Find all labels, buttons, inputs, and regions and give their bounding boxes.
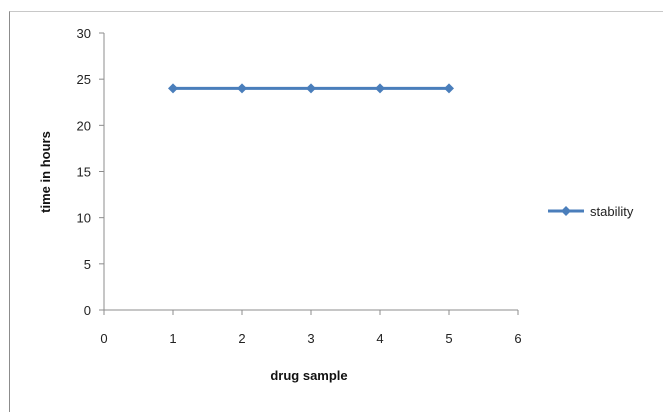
y-tick-label: 20 <box>77 118 91 133</box>
y-axis-title: time in hours <box>38 131 53 213</box>
y-tick-label: 10 <box>77 211 91 226</box>
x-tick-label: 1 <box>169 331 176 346</box>
y-tick-label: 5 <box>84 257 91 272</box>
x-tick-label: 0 <box>100 331 107 346</box>
x-tick-label: 6 <box>514 331 521 346</box>
y-tick-label: 30 <box>77 26 91 41</box>
x-tick-label: 2 <box>238 331 245 346</box>
x-axis-ticks: 0 1 2 3 4 5 6 <box>100 310 522 346</box>
data-point <box>444 83 454 94</box>
legend: stability <box>548 204 634 219</box>
series-layer <box>168 83 454 94</box>
data-point <box>375 83 385 94</box>
line-chart: 0 5 10 15 20 25 30 0 1 2 3 4 5 6 time in hours drug … <box>38 26 634 383</box>
y-tick-label: 15 <box>77 165 91 180</box>
chart-frame <box>9 11 663 412</box>
x-tick-label: 4 <box>376 331 383 346</box>
y-tick-label: 25 <box>77 72 91 87</box>
legend-series-label: stability <box>590 204 634 219</box>
x-axis-title: drug sample <box>270 368 347 383</box>
y-tick-label: 0 <box>84 303 91 318</box>
data-point <box>306 83 316 94</box>
x-tick-label: 5 <box>445 331 452 346</box>
y-axis-ticks: 0 5 10 15 20 25 30 <box>77 26 104 318</box>
legend-series-marker <box>561 206 571 216</box>
x-tick-label: 3 <box>307 331 314 346</box>
data-point <box>237 83 247 94</box>
data-point <box>168 83 178 94</box>
